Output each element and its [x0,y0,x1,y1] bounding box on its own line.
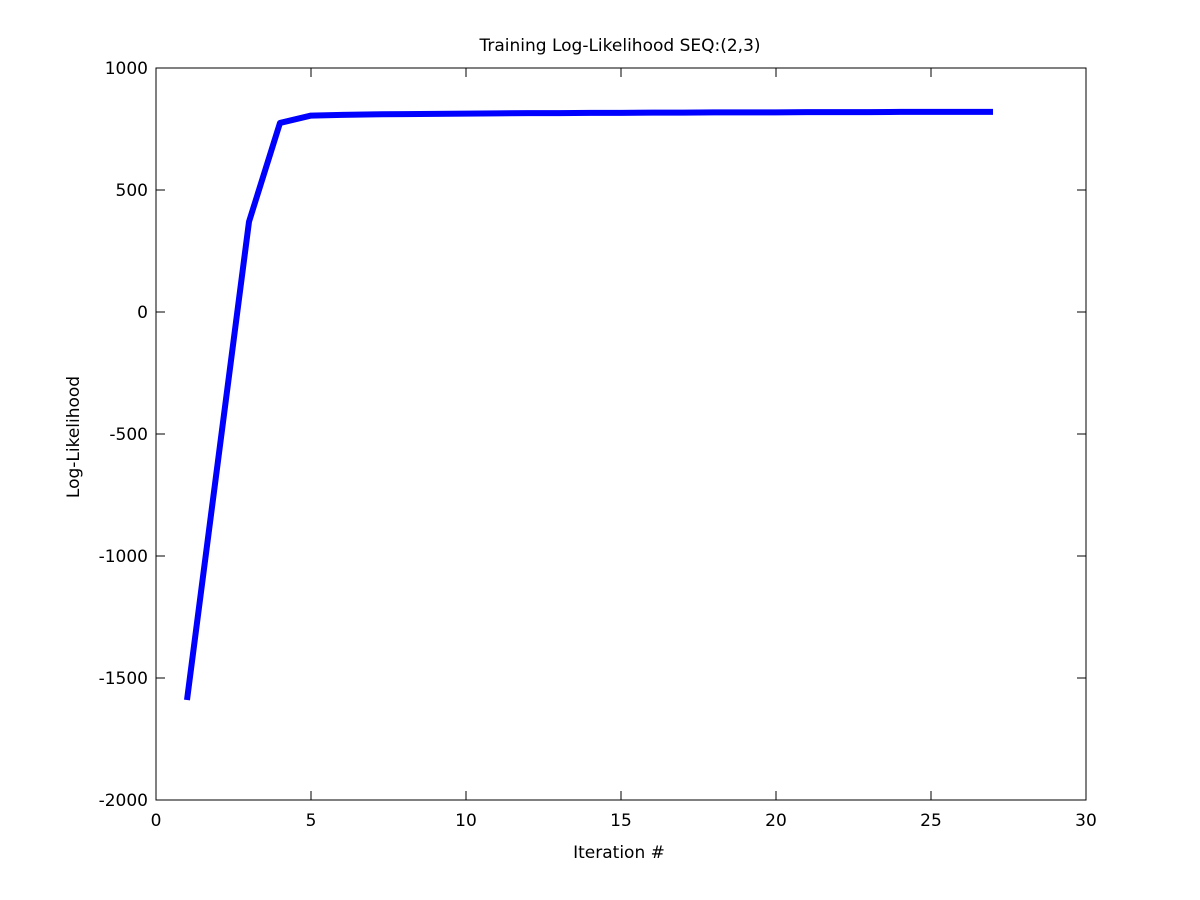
y-axis-ticks: -2000 -1500 -1000 -500 0 500 1000 [99,59,1086,811]
x-tick-label: 5 [306,811,317,831]
x-tick-label: 10 [455,811,477,831]
series-layer [184,108,993,701]
x-tick-label: 0 [151,811,162,831]
x-tick-label: 25 [920,811,942,831]
y-tick-label: -1000 [99,547,148,567]
plot-area: 0 5 10 15 20 25 30 -2000 -1500 -1000 -500 0 500 1000 [99,59,1097,831]
y-axis-label: Log-Likelihood [64,376,84,498]
y-tick-label: -500 [109,425,148,445]
chart-title: Training Log-Likelihood SEQ:(2,3) [478,36,760,56]
series-line [184,108,993,701]
x-axis-label: Iteration # [573,843,665,863]
y-tick-label: 1000 [105,59,148,79]
y-tick-label: -1500 [99,669,148,689]
x-axis-ticks: 0 5 10 15 20 25 30 [151,68,1097,831]
y-tick-label: 0 [137,303,148,323]
axes-box [155,67,1087,801]
y-tick-label: 500 [116,181,148,201]
x-tick-label: 20 [765,811,787,831]
y-tick-label: -2000 [99,791,148,811]
x-tick-label: 15 [610,811,632,831]
x-tick-label: 30 [1075,811,1097,831]
